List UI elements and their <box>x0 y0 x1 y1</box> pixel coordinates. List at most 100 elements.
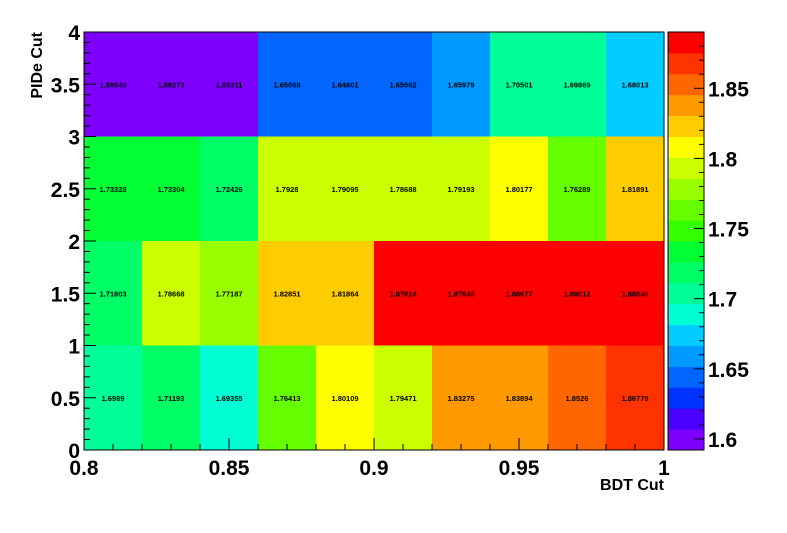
cell-value-label: 1.70501 <box>505 80 532 89</box>
colorbar-tick-label: 1.8 <box>708 148 738 171</box>
cell-value-label: 1.59211 <box>216 80 243 89</box>
cell-value-label: 1.69869 <box>563 80 590 89</box>
cell-value-label: 1.68013 <box>621 80 648 89</box>
heatmap-cell <box>142 32 200 137</box>
heatmap-cell <box>432 32 490 137</box>
cell-value-label: 1.88677 <box>505 289 532 298</box>
heatmap-cell <box>258 136 316 241</box>
cell-value-label: 1.81891 <box>621 185 648 194</box>
x-axis-tick-labels: 0.8 0.85 0.9 0.95 1 <box>69 457 670 480</box>
colorbar-segment <box>668 220 704 242</box>
heatmap-cell <box>200 241 258 346</box>
colorbar-segment <box>668 324 704 346</box>
colorbar-segment <box>668 115 704 137</box>
x-tick-label: 1 <box>658 457 670 480</box>
heatmap-cell <box>258 32 316 137</box>
colorbar-tick-label: 1.7 <box>708 289 737 312</box>
cell-value-label: 1.79095 <box>331 185 358 194</box>
x-tick-label: 0.9 <box>359 457 388 480</box>
heatmap-cell <box>374 345 432 450</box>
heatmap-cell <box>374 241 432 346</box>
x-axis-ticks <box>83 438 665 450</box>
cell-value-label: 1.59273 <box>157 80 184 89</box>
colorbar <box>667 31 705 451</box>
cell-value-labels: 1.6989 1.71193 1.69355 1.76413 1.80109 1.7947… <box>99 80 648 403</box>
heatmap-cell <box>606 136 664 241</box>
y-tick-label: 4 <box>68 22 80 45</box>
cell-value-label: 1.64801 <box>331 80 358 89</box>
y-axis-title: PIDe Cut <box>29 31 46 98</box>
heatmap-cell <box>142 241 200 346</box>
heatmap-cell <box>548 136 606 241</box>
cell-value-label: 1.6989 <box>102 394 125 403</box>
colorbar-segment <box>668 408 704 430</box>
heatmap-cell <box>142 136 200 241</box>
cell-value-label: 1.76289 <box>563 185 590 194</box>
x-tick-label: 0.95 <box>499 457 540 480</box>
cell-value-label: 1.78668 <box>157 289 184 298</box>
heatmap-cells <box>84 32 664 450</box>
heatmap-cell <box>548 241 606 346</box>
cell-value-label: 1.65062 <box>389 80 416 89</box>
heatmap-cell <box>432 345 490 450</box>
colorbar-segment <box>668 282 704 305</box>
cell-value-label: 1.88846 <box>621 289 648 298</box>
heatmap-cell <box>606 241 664 346</box>
colorbar-segment <box>668 199 704 221</box>
cell-value-label: 1.8526 <box>566 394 589 403</box>
heatmap-cell <box>374 136 432 241</box>
colorbar-tick-labels: 1.6 1.65 1.7 1.75 1.8 1.85 <box>708 78 749 452</box>
cell-value-label: 1.82851 <box>273 289 300 298</box>
colorbar-segment <box>668 157 704 179</box>
colorbar-frame <box>667 31 705 451</box>
heatmap-cell <box>490 345 548 450</box>
colorbar-segment <box>668 52 704 75</box>
heatmap-cell <box>258 345 316 450</box>
colorbar-segment <box>668 73 704 96</box>
colorbar-segment <box>668 261 704 284</box>
colorbar-segment <box>668 136 704 158</box>
heatmap-cell <box>316 345 374 450</box>
colorbar-segment <box>668 345 704 367</box>
colorbar-segment <box>668 429 704 451</box>
colorbar-segment <box>668 241 704 263</box>
heatmap-cell <box>432 241 490 346</box>
colorbar-segment <box>668 303 704 326</box>
cell-value-label: 1.80109 <box>331 394 358 403</box>
colorbar-segment <box>668 94 704 117</box>
cell-value-label: 1.72426 <box>215 185 242 194</box>
x-tick-label: 0.8 <box>69 457 99 480</box>
cell-value-label: 1.71803 <box>99 289 126 298</box>
colorbar-tick-label: 1.85 <box>708 78 749 101</box>
colorbar-tick-label: 1.6 <box>708 429 737 452</box>
cell-value-label: 1.65068 <box>273 80 300 89</box>
y-tick-label: 2 <box>68 231 80 254</box>
heatmap-cell <box>490 136 548 241</box>
cell-value-label: 1.7928 <box>276 185 299 194</box>
y-tick-label: 2.5 <box>51 179 81 202</box>
cell-value-label: 1.79471 <box>389 394 416 403</box>
cell-value-label: 1.78688 <box>389 185 416 194</box>
cell-value-label: 1.86779 <box>621 394 648 403</box>
heatmap-cell <box>548 345 606 450</box>
colorbar-segment <box>668 387 704 409</box>
cell-value-label: 1.87648 <box>447 289 474 298</box>
colorbar-segment <box>668 178 704 200</box>
y-tick-label: 0 <box>68 440 80 463</box>
y-tick-label: 3 <box>68 127 80 150</box>
heatmap-cell <box>606 345 664 450</box>
heatmap-cell <box>316 32 374 137</box>
cell-value-label: 1.83275 <box>447 394 474 403</box>
colorbar-segment <box>668 366 704 388</box>
heatmap-cell <box>374 32 432 137</box>
heatmap-cell <box>548 32 606 137</box>
colorbar-tick-label: 1.65 <box>708 359 749 382</box>
colorbar-segment <box>668 32 704 54</box>
cell-value-label: 1.65979 <box>447 80 474 89</box>
cell-value-label: 1.73304 <box>157 185 185 194</box>
cell-value-label: 1.87824 <box>389 289 417 298</box>
x-axis-title: BDT Cut <box>600 477 665 494</box>
y-tick-label: 1.5 <box>51 283 81 306</box>
heatmap-cell <box>490 241 548 346</box>
